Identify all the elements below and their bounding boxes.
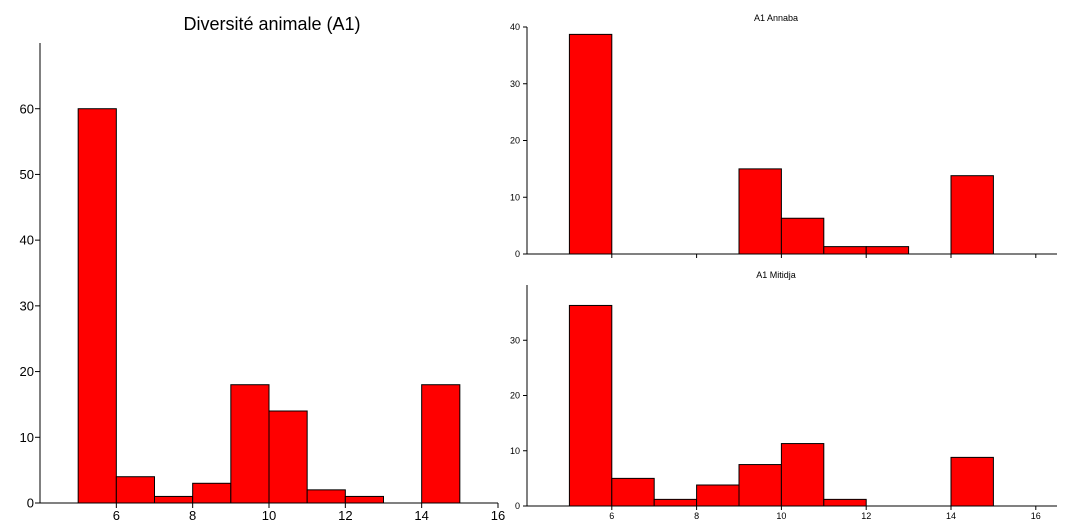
main-y-tick-label-2: 20 [20, 364, 34, 379]
annaba-bar-4 [865, 246, 910, 255]
mitidja-histogram: A1 Mitidja 6 8 10 12 14 16 0 10 20 30 [510, 270, 1057, 521]
main-y-tick-label-6: 60 [20, 101, 34, 116]
main-bar-6 [306, 489, 346, 504]
main-bar-4 [230, 384, 270, 504]
annaba-y-tick-label-2: 20 [510, 136, 520, 146]
main-y-tick-label-0: 0 [27, 496, 34, 511]
main-bar-0 [77, 108, 117, 504]
mitidja-bar-5 [780, 443, 825, 507]
mitidja-x-tick-label-1: 8 [694, 511, 699, 521]
main-x-tick-label-1: 8 [189, 508, 196, 523]
main-x-tick-label-3: 12 [338, 508, 352, 523]
annaba-y-tick-label-4: 40 [510, 22, 520, 32]
main-y-tick-label-1: 10 [20, 430, 34, 445]
mitidja-x-tick-label-4: 14 [946, 511, 956, 521]
main-y-tick-label-4: 40 [20, 233, 34, 248]
main-y-tick-label-3: 30 [20, 298, 34, 313]
annaba-bar-3 [823, 246, 867, 255]
annaba-histogram-title: A1 Annaba [754, 13, 798, 23]
annaba-bar-0 [568, 33, 613, 255]
annaba-bar-2 [780, 217, 825, 255]
mitidja-y-tick-label-1: 10 [510, 446, 520, 456]
annaba-bar-5 [950, 175, 994, 255]
main-bar-5 [268, 410, 308, 504]
mitidja-bar-3 [696, 484, 740, 507]
main-bar-8 [421, 384, 461, 504]
mitidja-bar-7 [950, 456, 994, 507]
main-bar-2 [154, 495, 194, 504]
mitidja-x-tick-label-5: 16 [1031, 511, 1041, 521]
mitidja-y-tick-label-2: 20 [510, 391, 520, 401]
main-bar-3 [192, 482, 232, 504]
mitidja-bar-4 [738, 464, 782, 507]
main-x-tick-label-4: 14 [414, 508, 428, 523]
annaba-bar-1 [738, 168, 782, 255]
mitidja-bar-0 [568, 304, 613, 507]
main-bar-1 [115, 476, 156, 504]
annaba-y-tick-label-1: 10 [510, 192, 520, 202]
mitidja-bar-6 [823, 498, 867, 507]
main-x-tick-label-0: 6 [113, 508, 120, 523]
main-histogram: Diversité animale (A1) 6 8 10 12 14 16 0 10 20 3… [20, 14, 506, 523]
main-bar-7 [344, 495, 385, 504]
mitidja-bar-1 [611, 477, 655, 507]
mitidja-x-tick-label-3: 12 [861, 511, 871, 521]
mitidja-x-tick-label-0: 6 [609, 511, 614, 521]
annaba-histogram: A1 Annaba 0 10 20 30 40 [510, 13, 1057, 259]
annaba-y-tick-label-3: 30 [510, 79, 520, 89]
main-histogram-title: Diversité animale (A1) [183, 14, 360, 34]
mitidja-histogram-title: A1 Mitidja [756, 270, 796, 280]
main-y-tick-label-5: 50 [20, 167, 34, 182]
main-x-tick-label-5: 16 [491, 508, 505, 523]
main-x-tick-label-2: 10 [262, 508, 276, 523]
mitidja-x-tick-label-2: 10 [776, 511, 786, 521]
mitidja-bar-2 [653, 498, 698, 507]
annaba-y-tick-label-0: 0 [515, 249, 520, 259]
mitidja-y-tick-label-3: 30 [510, 335, 520, 345]
mitidja-y-tick-label-0: 0 [515, 501, 520, 511]
